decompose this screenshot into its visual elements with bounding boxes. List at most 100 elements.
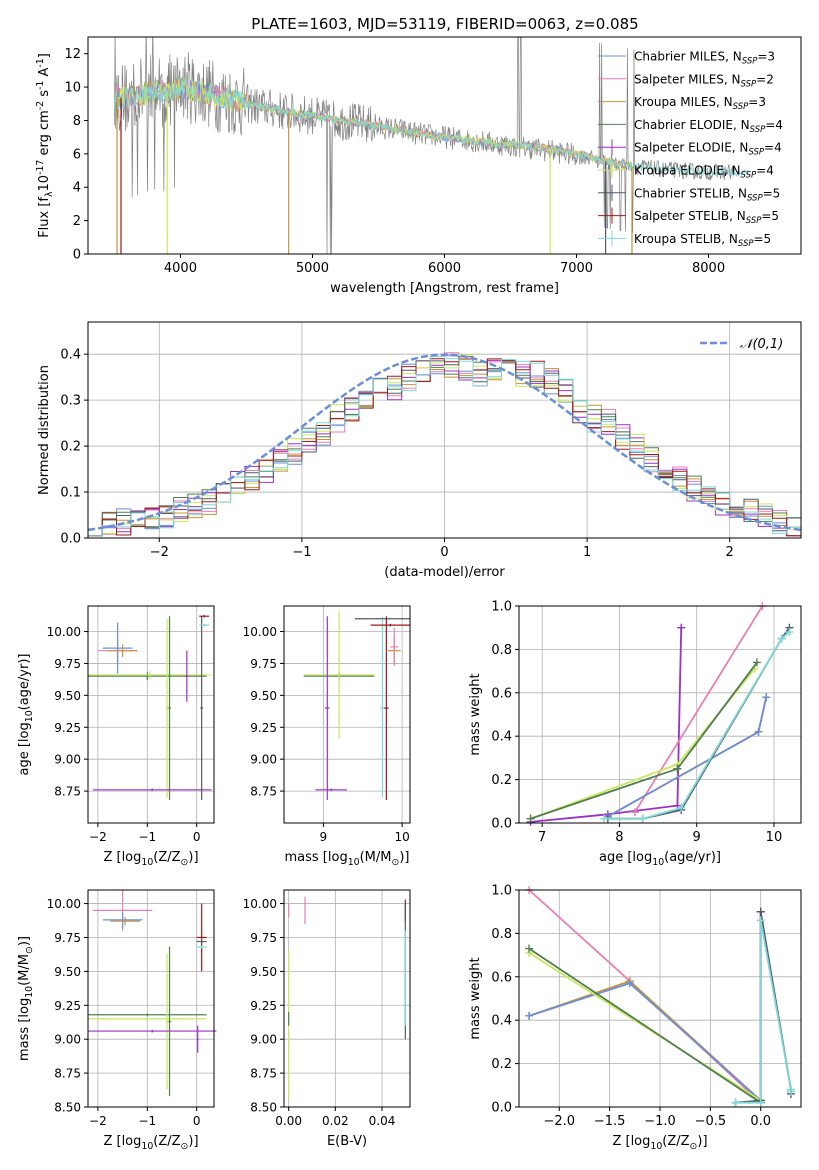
y-tick-label: 10 — [64, 81, 81, 96]
y-tick-label: 0.1 — [60, 486, 81, 501]
legend-entry-label: Chabrier ELODIE, NSSP=4 — [634, 118, 783, 135]
y-tick-label: 0 — [73, 248, 81, 263]
y-tick-label: 9.50 — [54, 689, 81, 703]
mass-weight-marker — [625, 979, 634, 988]
y-tick-label: 10.00 — [47, 897, 81, 911]
legend-entry-label: Kroupa ELODIE, NSSP=4 — [634, 164, 774, 181]
x-tick-label: 0 — [193, 1114, 201, 1128]
axes-frame — [518, 605, 802, 824]
mass-weight-marker — [638, 814, 647, 823]
x-tick-label: 0.02 — [322, 1114, 349, 1128]
x-tick-label: 7 — [538, 830, 546, 845]
mass-weight-marker — [786, 1087, 795, 1096]
mass-weight-line — [530, 661, 758, 820]
y-tick-label: 4 — [73, 181, 81, 196]
mass-weight-line — [735, 911, 792, 1104]
x-tick-label: −2 — [150, 545, 169, 560]
y-tick-label: 9.00 — [54, 753, 81, 767]
x-tick-label: 0.00 — [275, 1114, 302, 1128]
y-tick-label: 8.75 — [54, 785, 81, 799]
figure-title: PLATE=1603, MJD=53119, FIBERID=0063, z=0… — [251, 15, 638, 33]
axes-frame — [87, 36, 802, 255]
y-tick-label: 8.50 — [250, 1101, 277, 1115]
y-axis-label: age [log10(age/yr)] — [17, 654, 35, 776]
x-tick-label: 0.0 — [750, 1114, 771, 1129]
axes-frame — [87, 889, 215, 1108]
y-tick-label: 8 — [73, 114, 81, 129]
y-axis-label: Normed distribution — [37, 365, 52, 495]
y-tick-label: 9.50 — [250, 689, 277, 703]
mass-weight-marker — [785, 628, 794, 637]
x-tick-label: 2 — [726, 545, 734, 560]
x-axis-label: mass [log10(M/M⊙)] — [285, 850, 410, 868]
x-tick-label: 6000 — [428, 261, 461, 276]
x-tick-label: 0 — [440, 545, 448, 560]
axes-frame — [87, 321, 802, 539]
x-tick-label: 10 — [766, 830, 783, 845]
mass-weight-marker — [525, 1011, 534, 1020]
mass-weight-vs-age-panel: 7 8 9 10 0.0 0.2 0.4 0.6 0.8 1.0 age [log10(age/yr… — [468, 600, 802, 868]
y-tick-label: 9.25 — [54, 999, 81, 1013]
y-tick-label: 12 — [64, 47, 81, 62]
legend-entry-label: Salpeter MILES, NSSP=2 — [634, 72, 774, 89]
x-tick-label: 7000 — [560, 261, 593, 276]
mass-weight-marker — [756, 907, 765, 916]
axes-frame — [283, 605, 411, 824]
x-axis-label: Z [log10(Z/Z⊙)] — [612, 1134, 707, 1152]
x-tick-label: 10 — [394, 830, 409, 844]
y-tick-label: 0.6 — [491, 970, 512, 985]
spectrum-panel: 4000 5000 6000 7000 8000 0 2 4 6 8 10 12 wavelength … — [35, 36, 802, 296]
y-tick-label: 9.00 — [250, 1033, 277, 1047]
x-tick-label: 5000 — [296, 261, 329, 276]
x-tick-label: 8000 — [692, 261, 725, 276]
y-tick-label: 0.8 — [491, 927, 512, 942]
x-axis-label: Z [log10(Z/Z⊙)] — [103, 1134, 198, 1152]
x-axis-label: wavelength [Angstrom, rest frame] — [330, 281, 559, 296]
x-tick-label: −2.0 — [543, 1114, 575, 1129]
legend-entry-label: 𝒩(0,1) — [740, 337, 783, 352]
y-tick-label: 9.75 — [250, 657, 277, 671]
mass-weight-marker — [756, 1098, 765, 1107]
x-axis-label: age [log10(age/yr)] — [599, 850, 721, 868]
y-tick-label: 0.0 — [491, 817, 512, 832]
x-tick-label: −2 — [89, 1114, 107, 1128]
y-axis-label: mass [log10(M/M⊙)] — [17, 936, 35, 1061]
x-tick-label: −1.5 — [594, 1114, 626, 1129]
axes-frame — [518, 889, 802, 1108]
residuals-panel: −2 −1 0 1 2 0.0 0.1 0.2 0.3 0.4 (data-model)/error… — [37, 321, 802, 580]
y-tick-label: 9.25 — [250, 721, 277, 735]
y-axis-label: mass weight — [468, 957, 483, 1039]
x-tick-label: −1 — [138, 830, 156, 844]
y-tick-label: 0.0 — [491, 1101, 512, 1116]
y-tick-label: 0.4 — [491, 730, 512, 745]
legend-entry-label: Kroupa MILES, NSSP=3 — [634, 95, 766, 112]
y-tick-label: 9.75 — [54, 931, 81, 945]
y-tick-label: 8.75 — [54, 1067, 81, 1081]
x-axis-label: E(B-V) — [327, 1134, 367, 1149]
y-tick-label: 0.2 — [60, 440, 81, 455]
age-vs-metallicity-panel: −2 −1 0 8.75 9.00 9.25 9.50 9.75 10.00 Z [log10(Z… — [17, 605, 215, 868]
mass-weight-marker — [777, 634, 786, 643]
mass-weight-line — [607, 627, 791, 820]
x-tick-label: −1 — [292, 545, 311, 560]
x-tick-label: −1 — [138, 1114, 156, 1128]
x-tick-label: 9 — [320, 830, 328, 844]
x-tick-label: 0 — [193, 830, 201, 844]
x-tick-label: 9 — [693, 830, 701, 845]
mass-weight-marker — [731, 1098, 740, 1107]
mass-weight-line — [528, 982, 762, 1102]
mass-vs-ebv-panel: 0.00 0.02 0.04 8.50 8.75 9.00 9.25 9.50 9.75 10.0… — [243, 889, 411, 1149]
y-tick-label: 9.50 — [250, 965, 277, 979]
x-tick-label: 4000 — [164, 261, 197, 276]
x-tick-label: 0.04 — [369, 1114, 396, 1128]
mass-weight-marker — [762, 693, 771, 702]
age-vs-mass-panel: 9 10 8.75 9.00 9.25 9.50 9.75 10.00 mass [log10(… — [243, 605, 411, 868]
y-tick-label: 8.50 — [54, 1101, 81, 1115]
y-tick-label: 10.00 — [47, 625, 81, 639]
y-tick-label: 0.2 — [491, 773, 512, 788]
y-tick-label: 0.4 — [60, 348, 81, 363]
y-tick-label: 10.00 — [243, 625, 277, 639]
y-tick-label: 0.0 — [60, 532, 81, 547]
y-tick-label: 8.75 — [250, 1067, 277, 1081]
